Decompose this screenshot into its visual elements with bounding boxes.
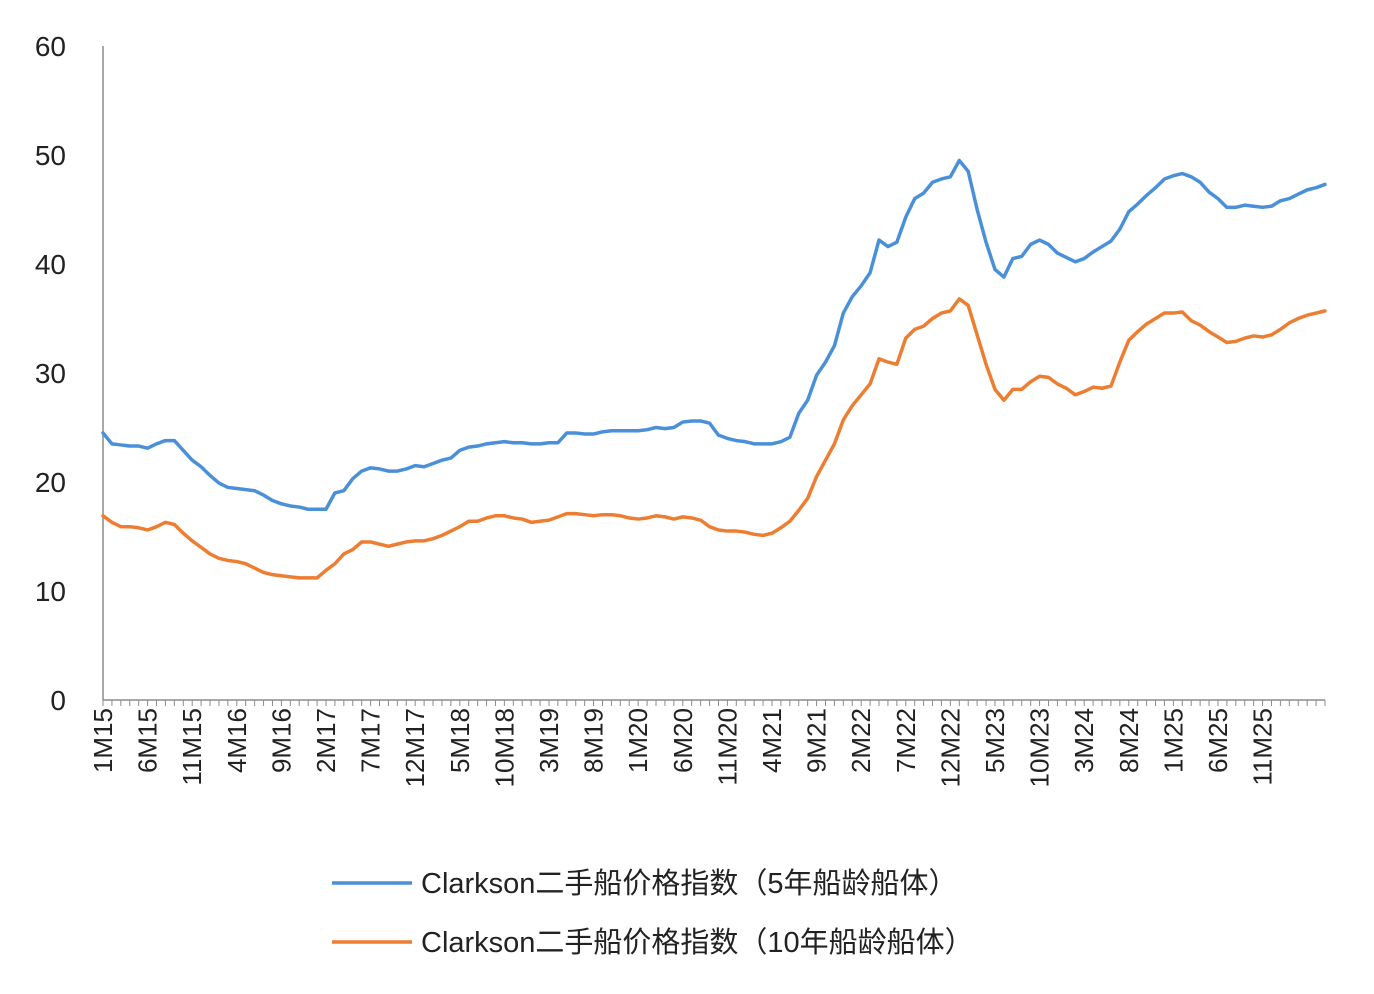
y-tick-label: 40 bbox=[35, 249, 66, 280]
series-lines bbox=[101, 158, 1327, 580]
x-tick-label: 7M22 bbox=[891, 708, 921, 773]
y-tick-label: 10 bbox=[35, 576, 66, 607]
x-tick-label: 11M15 bbox=[177, 708, 207, 786]
x-tick-label: 12M22 bbox=[935, 708, 965, 788]
x-tick-label: 4M16 bbox=[222, 708, 252, 773]
x-axis-ticks: 1M15 6M15 11M15 4M16 9M16 2M17 7M17 12M17 5M18 10… bbox=[88, 700, 1326, 788]
x-tick-label: 11M25 bbox=[1248, 708, 1278, 786]
legend-label-1: Clarkson二手船价格指数（5年船龄船体） bbox=[421, 867, 958, 900]
x-tick-label: 11M20 bbox=[712, 708, 742, 786]
y-tick-label: 60 bbox=[35, 31, 66, 62]
x-tick-label: 6M20 bbox=[668, 708, 698, 773]
x-tick-label: 9M21 bbox=[802, 708, 832, 773]
x-tick-label: 12M17 bbox=[400, 708, 430, 788]
y-tick-label: 50 bbox=[35, 140, 66, 171]
y-tick-label: 30 bbox=[35, 358, 66, 389]
x-tick-label: 8M19 bbox=[579, 708, 609, 773]
x-tick-label: 10M23 bbox=[1025, 708, 1055, 788]
x-tick-label: 3M19 bbox=[534, 708, 564, 773]
legend: Clarkson二手船价格指数（5年船龄船体） Clarkson二手船价格指数（1… bbox=[332, 867, 974, 959]
x-tick-label: 6M15 bbox=[133, 708, 163, 773]
x-tick-label: 5M18 bbox=[445, 708, 475, 773]
x-tick-label: 10M18 bbox=[489, 708, 519, 788]
series-line-2 bbox=[101, 297, 1327, 580]
x-tick-label: 7M17 bbox=[356, 708, 386, 773]
x-tick-label: 9M16 bbox=[266, 708, 296, 773]
x-tick-label: 1M20 bbox=[623, 708, 653, 773]
x-tick-label: 4M21 bbox=[757, 708, 787, 773]
y-tick-label: 0 bbox=[50, 685, 66, 716]
x-tick-label: 2M17 bbox=[311, 708, 341, 773]
x-tick-label: 1M25 bbox=[1158, 708, 1188, 773]
x-tick-label: 8M24 bbox=[1114, 708, 1144, 773]
y-tick-label: 20 bbox=[35, 467, 66, 498]
series-line-1 bbox=[101, 158, 1327, 511]
y-axis-ticks: 0 10 20 30 40 50 60 bbox=[35, 31, 66, 716]
x-tick-label: 5M23 bbox=[980, 708, 1010, 773]
axes bbox=[102, 46, 1325, 701]
legend-label-2: Clarkson二手船价格指数（10年船龄船体） bbox=[421, 926, 974, 959]
x-tick-label: 3M24 bbox=[1069, 708, 1099, 773]
x-tick-label: 1M15 bbox=[88, 708, 118, 773]
x-tick-label: 2M22 bbox=[846, 708, 876, 773]
x-tick-label: 6M25 bbox=[1203, 708, 1233, 773]
